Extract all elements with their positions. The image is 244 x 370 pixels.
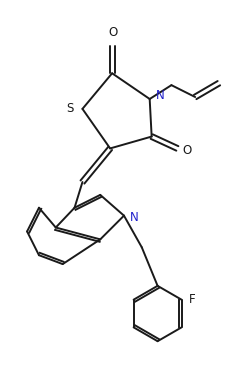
Text: O: O xyxy=(182,144,192,157)
Text: F: F xyxy=(188,293,195,306)
Text: N: N xyxy=(130,211,139,224)
Text: N: N xyxy=(156,88,164,101)
Text: S: S xyxy=(66,102,73,115)
Text: O: O xyxy=(109,26,118,39)
